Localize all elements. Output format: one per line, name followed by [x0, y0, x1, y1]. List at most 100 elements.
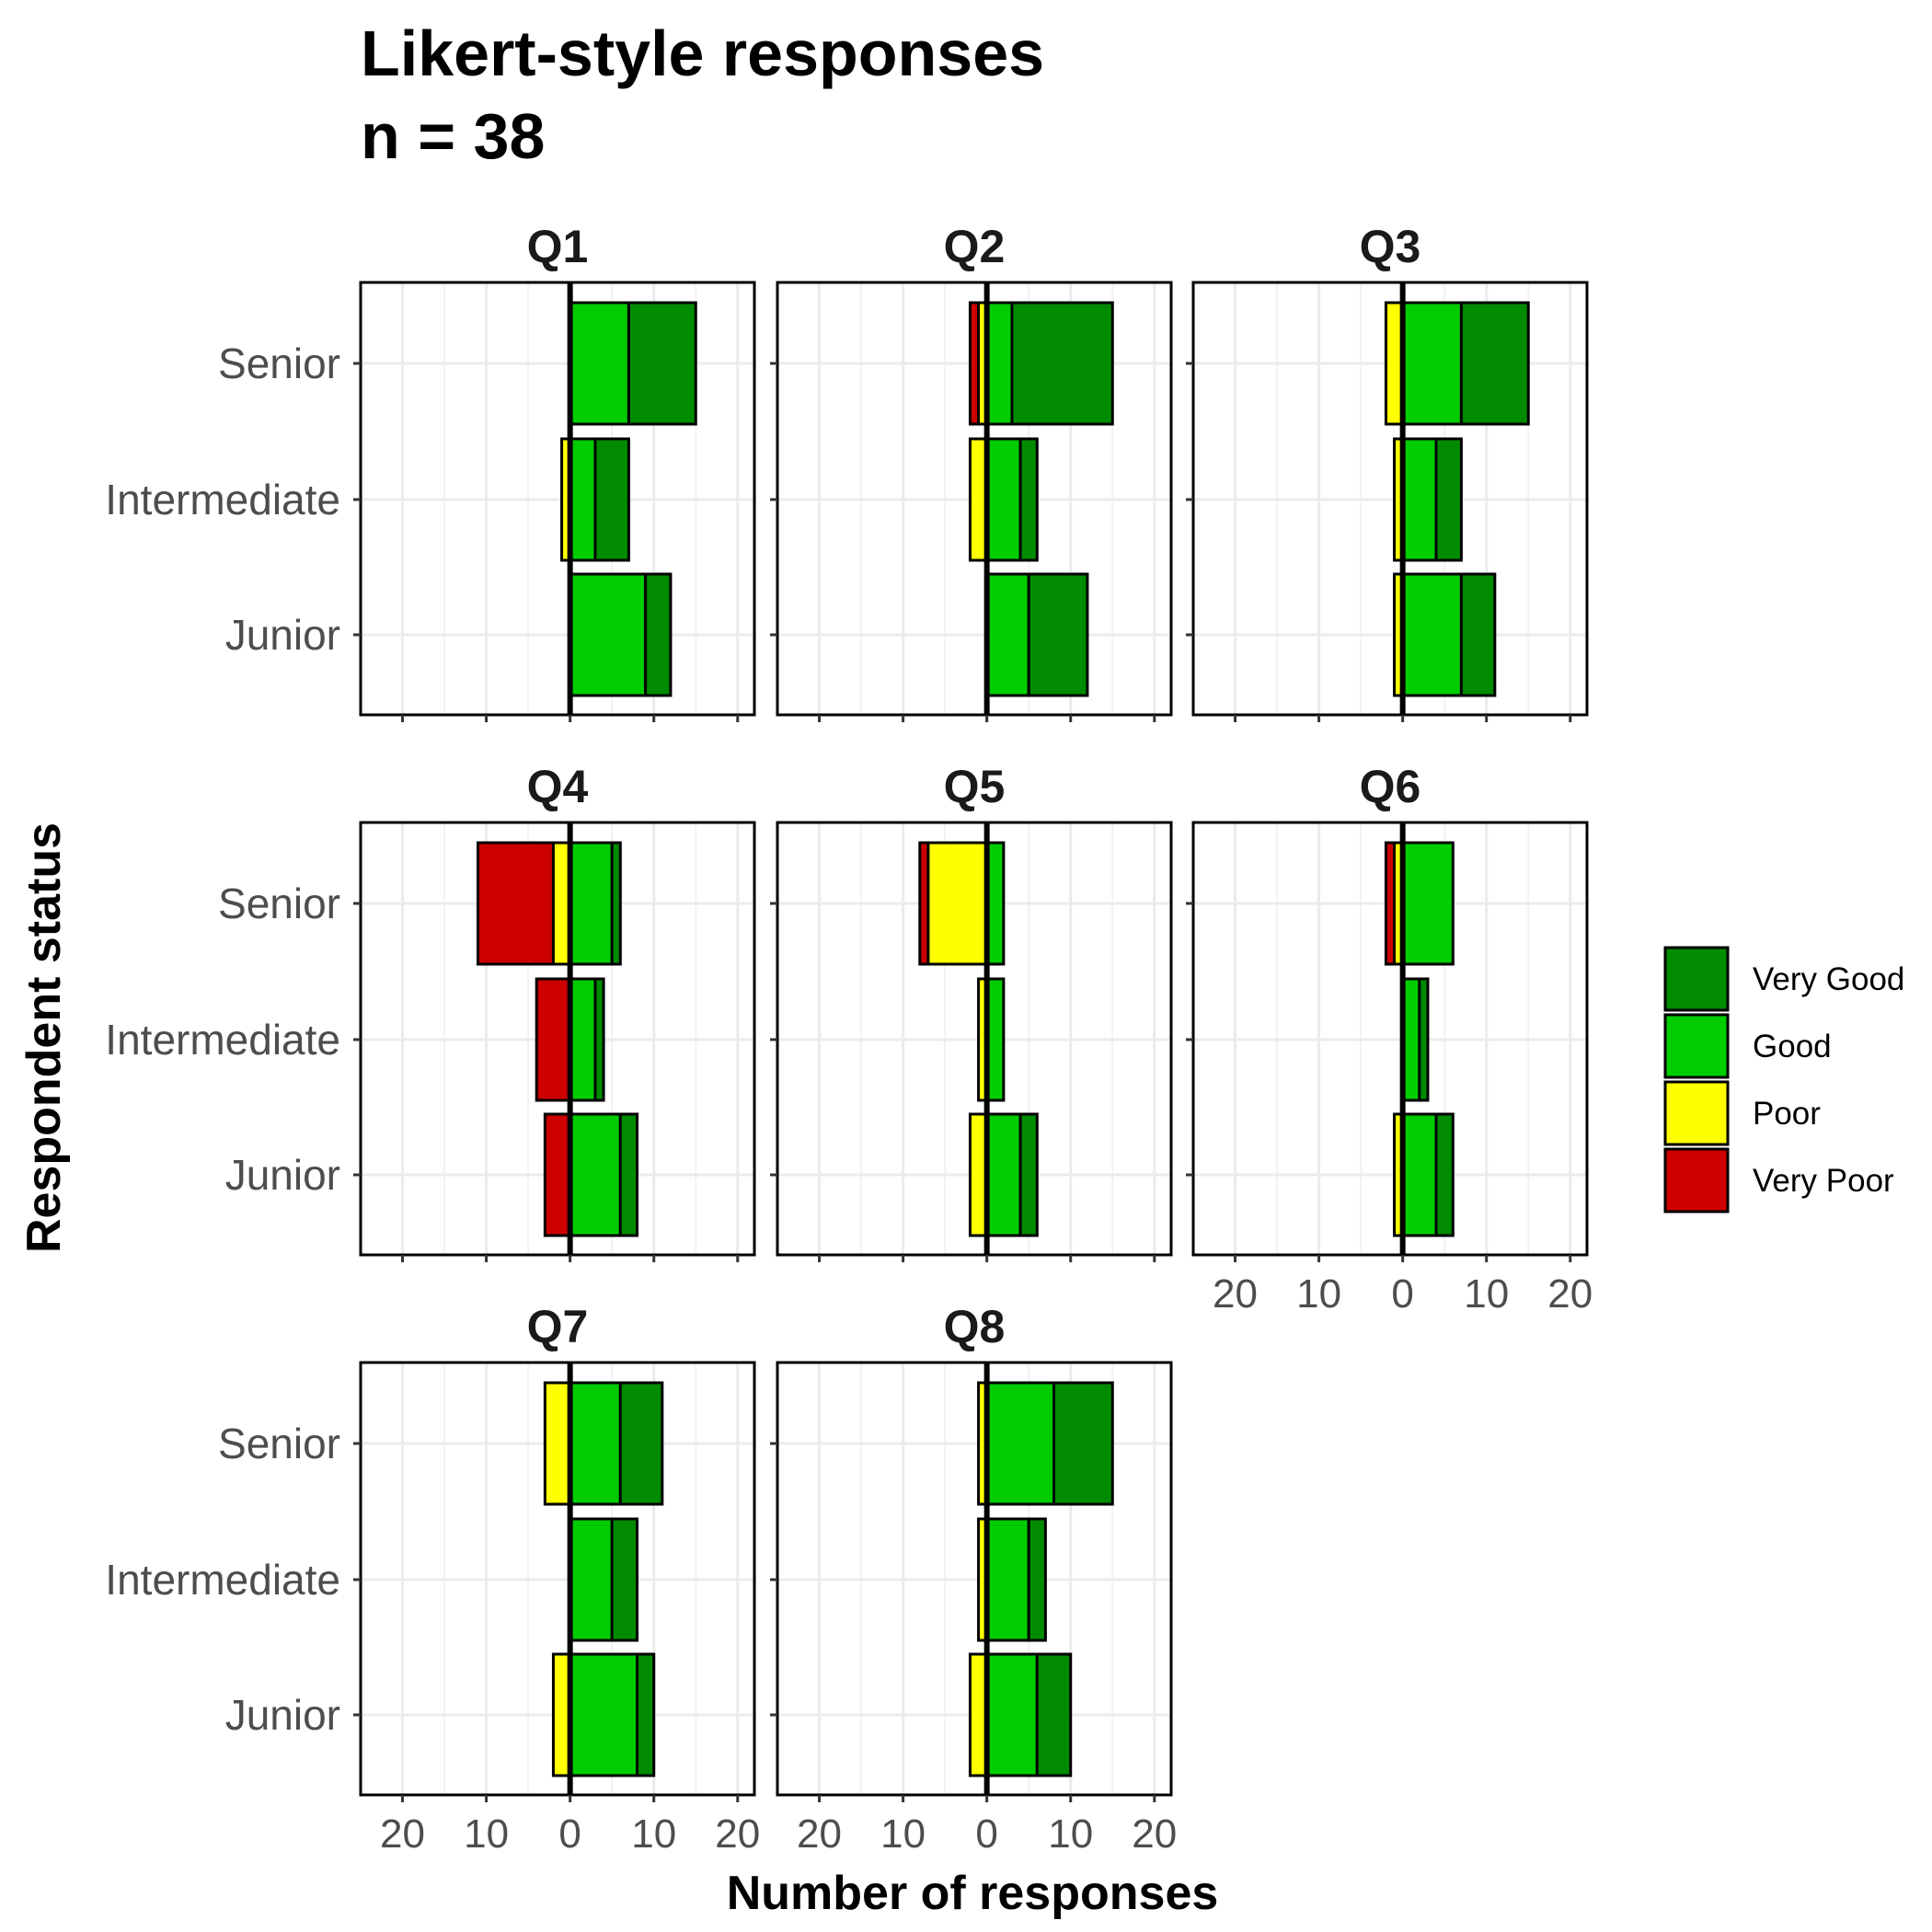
bar-q2-junior-good	[985, 572, 1030, 697]
bar-q4-intermediate-very-poor	[535, 977, 572, 1102]
x-tick-label: 10	[464, 1811, 509, 1857]
bar-q3-senior-good	[1401, 301, 1463, 426]
bar-q7-senior-good	[569, 1381, 622, 1506]
bar-q4-junior-very-good	[618, 1112, 639, 1237]
bar-q3-intermediate-very-good	[1434, 437, 1463, 562]
chart-title-line2: n = 38	[361, 100, 545, 172]
bar-q3-senior-very-good	[1459, 301, 1530, 426]
bar-q1-senior-very-good	[627, 301, 697, 426]
strip-label: Q8	[944, 1301, 1006, 1352]
bar-q4-intermediate-very-good	[593, 977, 605, 1102]
legend-key-poor	[1663, 1080, 1730, 1146]
bar-q1-intermediate-very-good	[593, 437, 630, 562]
panel-q4: Q4 Senior Intermediate Junior	[105, 761, 756, 1262]
bar-q8-senior-good	[985, 1381, 1056, 1506]
x-tick-label: 20	[1213, 1271, 1258, 1317]
x-tick-label: 0	[1391, 1271, 1413, 1317]
strip-label: Q7	[527, 1301, 589, 1352]
bar-q7-junior-good	[569, 1652, 639, 1777]
x-tick-label: 0	[975, 1811, 997, 1857]
bar-q3-intermediate-good	[1401, 437, 1438, 562]
y-tick-label: Senior	[218, 339, 340, 387]
x-tick-label: 20	[715, 1811, 760, 1857]
legend-key-very-poor	[1663, 1147, 1730, 1213]
bar-q4-junior-good	[569, 1112, 622, 1237]
bar-q1-junior-good	[569, 572, 648, 697]
legend-key-very-good	[1663, 946, 1730, 1012]
legend-label: Poor	[1753, 1096, 1821, 1132]
panel-q1: Q1 Senior Intermediate Junior	[105, 221, 756, 722]
bar-q6-senior-good	[1401, 841, 1455, 966]
x-tick-label: 10	[1296, 1271, 1341, 1317]
bar-q3-junior-very-good	[1459, 572, 1497, 697]
x-tick-label: 20	[1132, 1811, 1177, 1857]
y-tick-label: Senior	[218, 1420, 340, 1467]
bar-q1-senior-good	[569, 301, 630, 426]
panel-q6: Q6 20 10 0 10 20	[1186, 761, 1593, 1317]
strip-label: Q4	[527, 761, 589, 812]
legend-label: Very Poor	[1753, 1163, 1894, 1199]
bar-q7-junior-very-good	[636, 1652, 656, 1777]
bar-q8-junior-good	[985, 1652, 1039, 1777]
bar-q2-intermediate-very-good	[1018, 437, 1039, 562]
x-tick-label: 20	[380, 1811, 425, 1857]
bar-q4-senior-very-good	[610, 841, 622, 966]
x-tick-label: 20	[797, 1811, 842, 1857]
chart-title-line1: Likert-style responses	[361, 17, 1044, 89]
panel-q7: Q7 20 10 0 10 20 Senior Intermediate Junior	[105, 1301, 760, 1857]
y-tick-label: Junior	[225, 1151, 340, 1199]
bar-q5-junior-very-good	[1018, 1112, 1039, 1237]
bar-q3-junior-good	[1401, 572, 1463, 697]
bar-q8-senior-very-good	[1052, 1381, 1114, 1506]
legend: Very Good Good Poor Very Poor	[1663, 946, 1904, 1213]
panel-q8: Q8 20 10 0 10 20	[770, 1301, 1177, 1857]
x-tick-label: 10	[1048, 1811, 1093, 1857]
strip-label: Q6	[1360, 761, 1421, 812]
bar-q8-intermediate-very-good	[1027, 1517, 1047, 1642]
bar-q2-senior-very-good	[1010, 301, 1114, 426]
bar-q1-intermediate-good	[569, 437, 597, 562]
x-tick-label: 10	[880, 1811, 926, 1857]
facet-panels: Q1 Senior Intermediate Junior Q2 Q3 Q4 Senior In…	[105, 221, 1593, 1857]
legend-label: Good	[1753, 1029, 1832, 1064]
strip-label: Q3	[1360, 221, 1421, 272]
bar-q8-intermediate-good	[985, 1517, 1030, 1642]
y-tick-label: Senior	[218, 880, 340, 927]
y-tick-label: Junior	[225, 611, 340, 659]
legend-label: Very Good	[1753, 961, 1904, 997]
bar-q6-intermediate-very-good	[1418, 977, 1430, 1102]
bar-q8-junior-very-good	[1035, 1652, 1073, 1777]
bar-q7-senior-poor	[543, 1381, 572, 1506]
bar-q2-senior-good	[985, 301, 1014, 426]
strip-label: Q2	[944, 221, 1006, 272]
bar-q6-junior-very-good	[1434, 1112, 1455, 1237]
bar-q7-senior-very-good	[618, 1381, 664, 1506]
strip-label: Q1	[527, 221, 589, 272]
bar-q7-intermediate-good	[569, 1517, 614, 1642]
x-tick-label: 0	[558, 1811, 581, 1857]
legend-key-good	[1663, 1013, 1730, 1079]
bar-q6-junior-good	[1401, 1112, 1438, 1237]
bar-q2-intermediate-good	[985, 437, 1022, 562]
y-tick-label: Intermediate	[105, 476, 340, 523]
y-tick-label: Intermediate	[105, 1556, 340, 1604]
bar-q2-junior-very-good	[1027, 572, 1089, 697]
bar-q4-junior-very-poor	[543, 1112, 572, 1237]
x-tick-label: 10	[1464, 1271, 1509, 1317]
bar-q1-junior-very-good	[644, 572, 673, 697]
y-tick-label: Intermediate	[105, 1016, 340, 1064]
bar-q7-intermediate-very-good	[610, 1517, 639, 1642]
panel-q5: Q5	[770, 761, 1173, 1262]
y-axis-title: Respondent status	[17, 822, 71, 1253]
x-axis-title: Number of responses	[727, 1867, 1219, 1920]
panel-q3: Q3	[1186, 221, 1589, 722]
bar-q5-senior-poor	[926, 841, 989, 966]
x-tick-label: 10	[631, 1811, 676, 1857]
x-tick-label: 20	[1547, 1271, 1593, 1317]
panel-q2: Q2	[770, 221, 1173, 722]
bar-q4-senior-good	[569, 841, 614, 966]
bar-q4-senior-very-poor	[476, 841, 555, 966]
bar-q5-junior-good	[985, 1112, 1022, 1237]
bar-q4-intermediate-good	[569, 977, 597, 1102]
